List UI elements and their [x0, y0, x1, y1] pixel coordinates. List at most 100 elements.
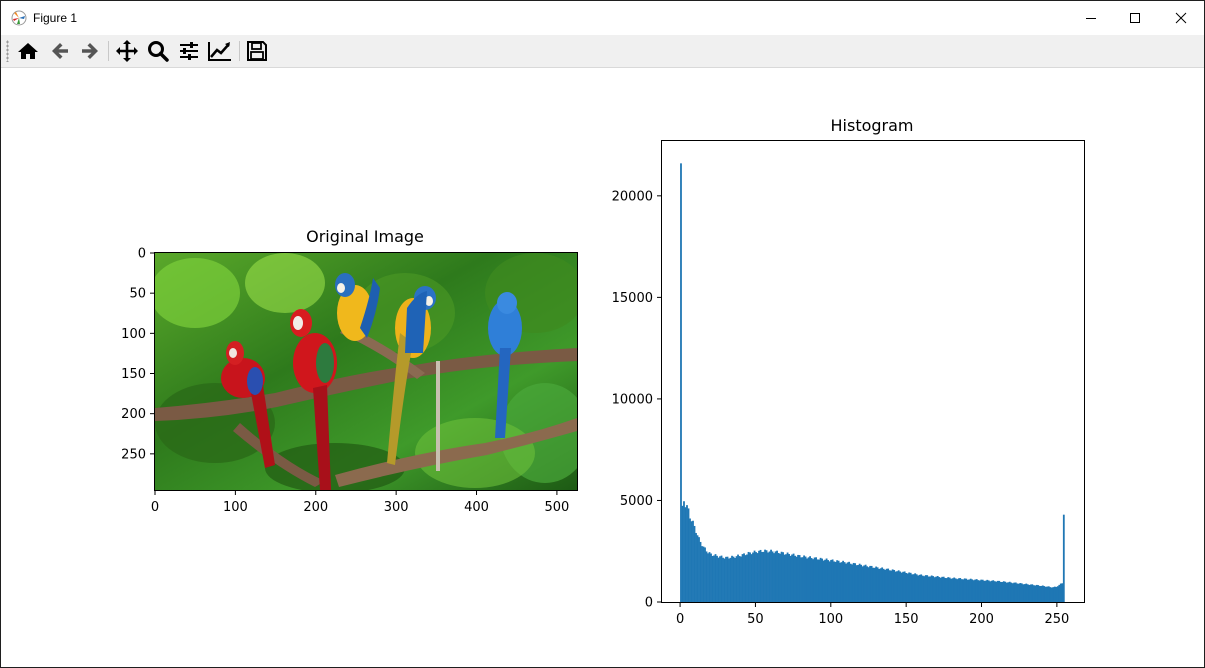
histogram-bar — [899, 571, 902, 602]
histogram-bar — [756, 553, 759, 602]
histogram-bar — [779, 553, 781, 602]
parrots-image — [155, 253, 577, 490]
minimize-icon — [1086, 18, 1096, 19]
histogram-bar — [957, 578, 960, 602]
histogram-bar — [837, 560, 840, 602]
histogram-bar — [1016, 583, 1019, 602]
move-icon — [116, 40, 138, 62]
histogram-bar — [729, 557, 732, 602]
histogram-bar — [1031, 584, 1034, 602]
histogram-bar — [948, 577, 951, 602]
histogram-bar — [840, 562, 843, 602]
navigation-toolbar — [1, 35, 1204, 68]
figure-canvas[interactable]: Original Image — [1, 68, 1204, 667]
histogram-bar — [995, 581, 998, 602]
save-button[interactable] — [244, 39, 270, 63]
histogram-bar — [867, 567, 870, 602]
histogram-bar — [825, 558, 828, 602]
histogram-bar — [771, 551, 774, 602]
histogram-bar — [861, 566, 864, 602]
histogram-x-tick-label: 150 — [894, 612, 919, 627]
histogram-bar — [1014, 582, 1017, 602]
histogram-bar — [905, 573, 908, 602]
histogram-bar — [839, 562, 842, 602]
histogram-bar — [975, 579, 978, 602]
histogram-bar — [830, 559, 833, 602]
histogram-bar — [803, 555, 805, 602]
histogram-bar — [966, 579, 969, 602]
histogram-bar — [698, 537, 700, 602]
back-button[interactable] — [47, 39, 73, 63]
histogram-bar — [950, 578, 953, 602]
histogram-bar — [1025, 583, 1028, 602]
configure-subplots-button[interactable] — [176, 39, 202, 63]
histogram-bar — [740, 556, 742, 602]
histogram-bar — [732, 556, 735, 602]
histogram-y-tick-label: 20000 — [612, 189, 653, 204]
histogram-bar — [713, 555, 715, 602]
histogram-bar — [923, 576, 926, 602]
histogram-bar — [785, 554, 787, 602]
forward-button[interactable] — [77, 39, 103, 63]
histogram-bar — [693, 525, 696, 602]
histogram-bar — [996, 580, 999, 602]
histogram-bar — [1046, 586, 1049, 602]
histogram-bar — [1023, 584, 1026, 602]
histogram-bar — [821, 558, 824, 602]
image-x-tick-label: 500 — [544, 500, 569, 515]
histogram-bar — [768, 551, 771, 602]
histogram-bar — [717, 557, 720, 602]
home-button[interactable] — [15, 39, 41, 63]
histogram-bar — [947, 577, 950, 602]
histogram-bar — [984, 580, 987, 602]
histogram-bar — [902, 571, 905, 602]
histogram-bar — [792, 553, 795, 602]
histogram-bar — [891, 569, 894, 602]
edit-axes-button[interactable] — [207, 39, 233, 63]
zoom-button[interactable] — [145, 39, 171, 63]
histogram-bar — [789, 555, 792, 602]
histogram-bar — [1022, 584, 1025, 602]
histogram-bar — [956, 579, 959, 602]
histogram-bar — [992, 580, 995, 602]
image-x-tick-label: 200 — [303, 500, 328, 515]
histogram-bar — [701, 546, 703, 602]
histogram-bar — [1055, 586, 1058, 602]
histogram-bar — [788, 554, 790, 602]
histogram-bar — [816, 559, 819, 602]
maximize-icon — [1130, 13, 1140, 23]
histogram-bar — [849, 563, 852, 602]
histogram-bar — [1049, 587, 1052, 602]
histogram-bar — [836, 560, 839, 602]
histogram-bar — [1062, 514, 1065, 602]
histogram-bar — [1010, 582, 1013, 602]
histogram-bar — [927, 576, 930, 602]
histogram-bar — [794, 555, 796, 602]
histogram-bar — [972, 580, 975, 602]
histogram-bar — [1053, 586, 1056, 602]
histogram-chart: 0 50 100 150 200 250 0 5000 10000 15000 20000 — [612, 140, 1085, 627]
histogram-bar — [1019, 583, 1022, 602]
histogram-bar — [819, 557, 822, 602]
histogram-bar — [953, 577, 956, 602]
histogram-bar — [989, 581, 992, 602]
histogram-bar — [699, 541, 702, 602]
histogram-bar — [962, 579, 965, 602]
histogram-bar — [1002, 581, 1005, 602]
histogram-bar — [860, 564, 863, 602]
histogram-bar — [1034, 585, 1037, 602]
histogram-x-tick-label: 200 — [969, 612, 994, 627]
histogram-bar — [858, 563, 861, 602]
histogram-bar — [755, 552, 757, 602]
toolbar-grip[interactable] — [6, 40, 9, 62]
histogram-bar — [986, 579, 989, 602]
pan-button[interactable] — [114, 39, 140, 63]
maximize-button[interactable] — [1112, 1, 1158, 35]
close-button[interactable] — [1158, 1, 1204, 35]
image-x-tick-label: 400 — [464, 500, 489, 515]
histogram-bar — [683, 501, 685, 602]
histogram-bar — [942, 576, 945, 602]
histogram-bar — [909, 572, 912, 602]
histogram-bar — [878, 568, 881, 602]
minimize-button[interactable] — [1068, 1, 1114, 35]
